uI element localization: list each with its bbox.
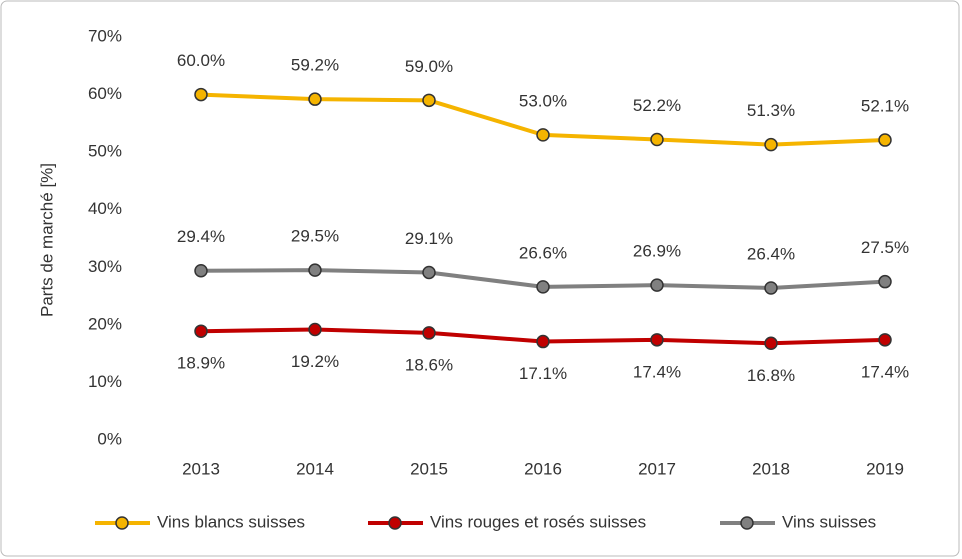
marker [878, 274, 892, 289]
legend-marker [115, 516, 129, 530]
data-label: 29.5% [291, 227, 339, 246]
data-label: 26.9% [633, 242, 681, 261]
marker [194, 263, 208, 278]
marker [422, 326, 436, 340]
marker [650, 278, 664, 292]
marker [764, 336, 778, 351]
legend-label: Vins rouges et rosés suisses [430, 512, 646, 531]
legend-marker [388, 516, 402, 530]
marker [536, 280, 550, 294]
x-tick-label: 2014 [296, 459, 334, 478]
data-label: 59.2% [291, 56, 339, 75]
data-label: 52.1% [861, 97, 909, 116]
marker [536, 128, 550, 142]
marker [878, 333, 892, 347]
data-label: 19.2% [291, 352, 339, 371]
y-tick-label: 10% [88, 372, 122, 391]
marker [308, 92, 322, 106]
y-tick-label: 50% [88, 142, 122, 161]
data-label: 29.1% [405, 229, 453, 248]
data-label: 29.4% [177, 227, 225, 246]
marker [308, 263, 322, 277]
legend-marker [740, 516, 754, 530]
marker [536, 334, 550, 349]
marker [194, 87, 208, 102]
marker [422, 93, 436, 108]
legend-label: Vins blancs suisses [157, 512, 305, 531]
data-label: 60.0% [177, 51, 225, 70]
data-label: 53.0% [519, 91, 567, 110]
data-label: 17.4% [633, 362, 681, 381]
x-tick-label: 2019 [866, 459, 904, 478]
y-tick-label: 60% [88, 84, 122, 103]
y-tick-label: 40% [88, 199, 122, 218]
x-tick-label: 2015 [410, 459, 448, 478]
data-label: 17.4% [861, 362, 909, 381]
marker [422, 265, 436, 280]
x-tick-label: 2016 [524, 459, 562, 478]
y-tick-label: 30% [88, 257, 122, 276]
y-axis-title: Parts de marché [%] [37, 163, 56, 317]
data-label: 27.5% [861, 238, 909, 257]
legend-label: Vins suisses [782, 512, 876, 531]
data-label: 26.4% [747, 244, 795, 263]
x-tick-label: 2013 [182, 459, 220, 478]
marker [308, 322, 322, 337]
x-tick-label: 2018 [752, 459, 790, 478]
marker [650, 132, 664, 147]
marker [878, 133, 892, 147]
data-label: 18.9% [177, 354, 225, 373]
y-tick-label: 70% [88, 26, 122, 45]
data-label: 17.1% [519, 364, 567, 383]
marker [194, 324, 208, 338]
marker [650, 333, 664, 347]
data-label: 16.8% [747, 366, 795, 385]
data-label: 26.6% [519, 243, 567, 262]
data-label: 52.2% [633, 96, 681, 115]
x-tick-label: 2017 [638, 459, 676, 478]
data-label: 59.0% [405, 57, 453, 76]
y-tick-label: 0% [97, 429, 122, 448]
marker [764, 281, 778, 295]
data-label: 51.3% [747, 101, 795, 120]
data-label: 18.6% [405, 355, 453, 374]
marker [764, 137, 778, 152]
y-tick-label: 20% [88, 314, 122, 333]
